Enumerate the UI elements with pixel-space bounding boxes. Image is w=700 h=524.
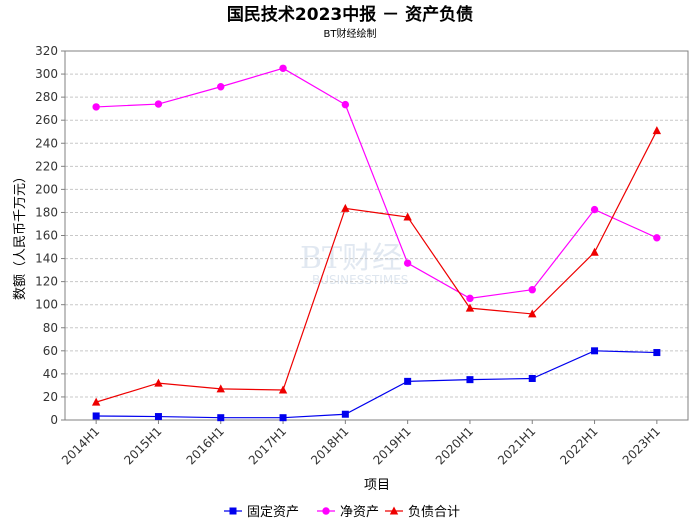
x-tick-label: 2023H1 bbox=[620, 424, 663, 467]
legend-label: 固定资产 bbox=[247, 505, 299, 520]
y-tick-label: 80 bbox=[43, 321, 58, 335]
data-point bbox=[528, 309, 537, 318]
y-axis-title: 数额（人民币千万元） bbox=[13, 170, 28, 300]
x-tick-label: 2021H1 bbox=[495, 424, 538, 467]
x-axis-title: 项目 bbox=[364, 478, 390, 493]
data-point bbox=[154, 378, 163, 387]
data-point bbox=[403, 259, 412, 267]
data-point bbox=[341, 410, 349, 418]
x-tick-label: 2022H1 bbox=[557, 424, 600, 467]
y-tick-label: 180 bbox=[35, 205, 58, 219]
watermark-text: BUSINESSTIMES bbox=[312, 273, 408, 287]
data-point bbox=[92, 103, 100, 111]
y-tick-label: 200 bbox=[35, 182, 58, 196]
y-tick-label: 40 bbox=[43, 367, 58, 381]
series-3 bbox=[91, 126, 662, 406]
chart-subtitle: BT财经绘制 bbox=[324, 27, 377, 40]
data-point bbox=[154, 100, 163, 108]
series-2 bbox=[92, 64, 661, 303]
data-point bbox=[652, 126, 662, 135]
x-tick-label: 2015H1 bbox=[121, 424, 164, 467]
y-tick-label: 240 bbox=[35, 136, 58, 150]
x-tick-label: 2014H1 bbox=[59, 424, 102, 467]
data-point bbox=[653, 349, 661, 357]
data-point bbox=[341, 100, 350, 109]
series-line bbox=[95, 130, 658, 403]
data-point bbox=[279, 64, 287, 72]
data-point bbox=[216, 384, 225, 393]
legend-marker bbox=[229, 507, 237, 515]
legend-marker bbox=[322, 507, 330, 515]
y-tick-label: 160 bbox=[35, 229, 58, 243]
legend-marker bbox=[389, 506, 399, 515]
x-tick-label: 2018H1 bbox=[308, 424, 351, 467]
x-tick-label: 2017H1 bbox=[246, 424, 289, 467]
legend: 固定资产 净资产 负债合计 bbox=[224, 505, 460, 520]
data-point bbox=[278, 385, 288, 394]
x-tick-label: 2020H1 bbox=[433, 424, 476, 467]
data-point bbox=[217, 414, 225, 422]
y-tick-label: 140 bbox=[35, 252, 58, 266]
data-point bbox=[653, 234, 661, 242]
data-point bbox=[404, 377, 412, 385]
legend-item-1: 固定资产 bbox=[224, 505, 299, 520]
data-point bbox=[528, 374, 536, 382]
data-point bbox=[92, 412, 100, 420]
x-tick-label: 2019H1 bbox=[370, 424, 413, 467]
series-layer bbox=[91, 64, 662, 422]
watermark: BT财经 BUSINESSTIMES bbox=[300, 241, 408, 287]
legend-item-3: 负债合计 bbox=[385, 505, 460, 520]
series-1 bbox=[92, 347, 661, 422]
x-axis: 2014H1 2015H1 2016H1 2017H1 2018H1 2019H1 2020… bbox=[59, 420, 663, 467]
data-point bbox=[403, 212, 412, 221]
x-tick-label: 2016H1 bbox=[184, 424, 227, 467]
data-point bbox=[154, 413, 162, 421]
y-tick-label: 100 bbox=[35, 298, 58, 312]
y-tick-label: 260 bbox=[35, 113, 58, 127]
legend-label: 负债合计 bbox=[408, 505, 460, 520]
y-axis: 0 20 40 60 80 100 120 140 160 180 200 220 240 260 280 3… bbox=[35, 44, 65, 427]
chart-title: 国民技术2023中报 － 资产负债 bbox=[227, 4, 473, 25]
y-tick-label: 20 bbox=[43, 390, 58, 404]
data-point bbox=[341, 203, 350, 212]
y-tick-label: 280 bbox=[35, 90, 58, 104]
data-point bbox=[279, 414, 287, 422]
data-point bbox=[590, 205, 599, 214]
series-line bbox=[96, 350, 657, 419]
data-point bbox=[466, 376, 474, 384]
y-tick-label: 320 bbox=[35, 44, 58, 58]
y-tick-label: 0 bbox=[50, 413, 58, 427]
legend-item-2: 净资产 bbox=[317, 505, 379, 520]
data-point bbox=[591, 347, 599, 355]
data-point bbox=[91, 397, 101, 406]
data-point bbox=[466, 294, 474, 303]
data-point bbox=[465, 303, 475, 312]
data-point bbox=[590, 247, 599, 256]
series-line bbox=[96, 67, 658, 299]
data-point bbox=[217, 83, 225, 91]
y-tick-label: 220 bbox=[35, 159, 58, 173]
y-tick-label: 120 bbox=[35, 275, 58, 289]
legend-label: 净资产 bbox=[340, 505, 379, 520]
y-tick-label: 60 bbox=[43, 344, 58, 358]
y-tick-label: 300 bbox=[35, 67, 58, 81]
data-point bbox=[528, 285, 536, 294]
